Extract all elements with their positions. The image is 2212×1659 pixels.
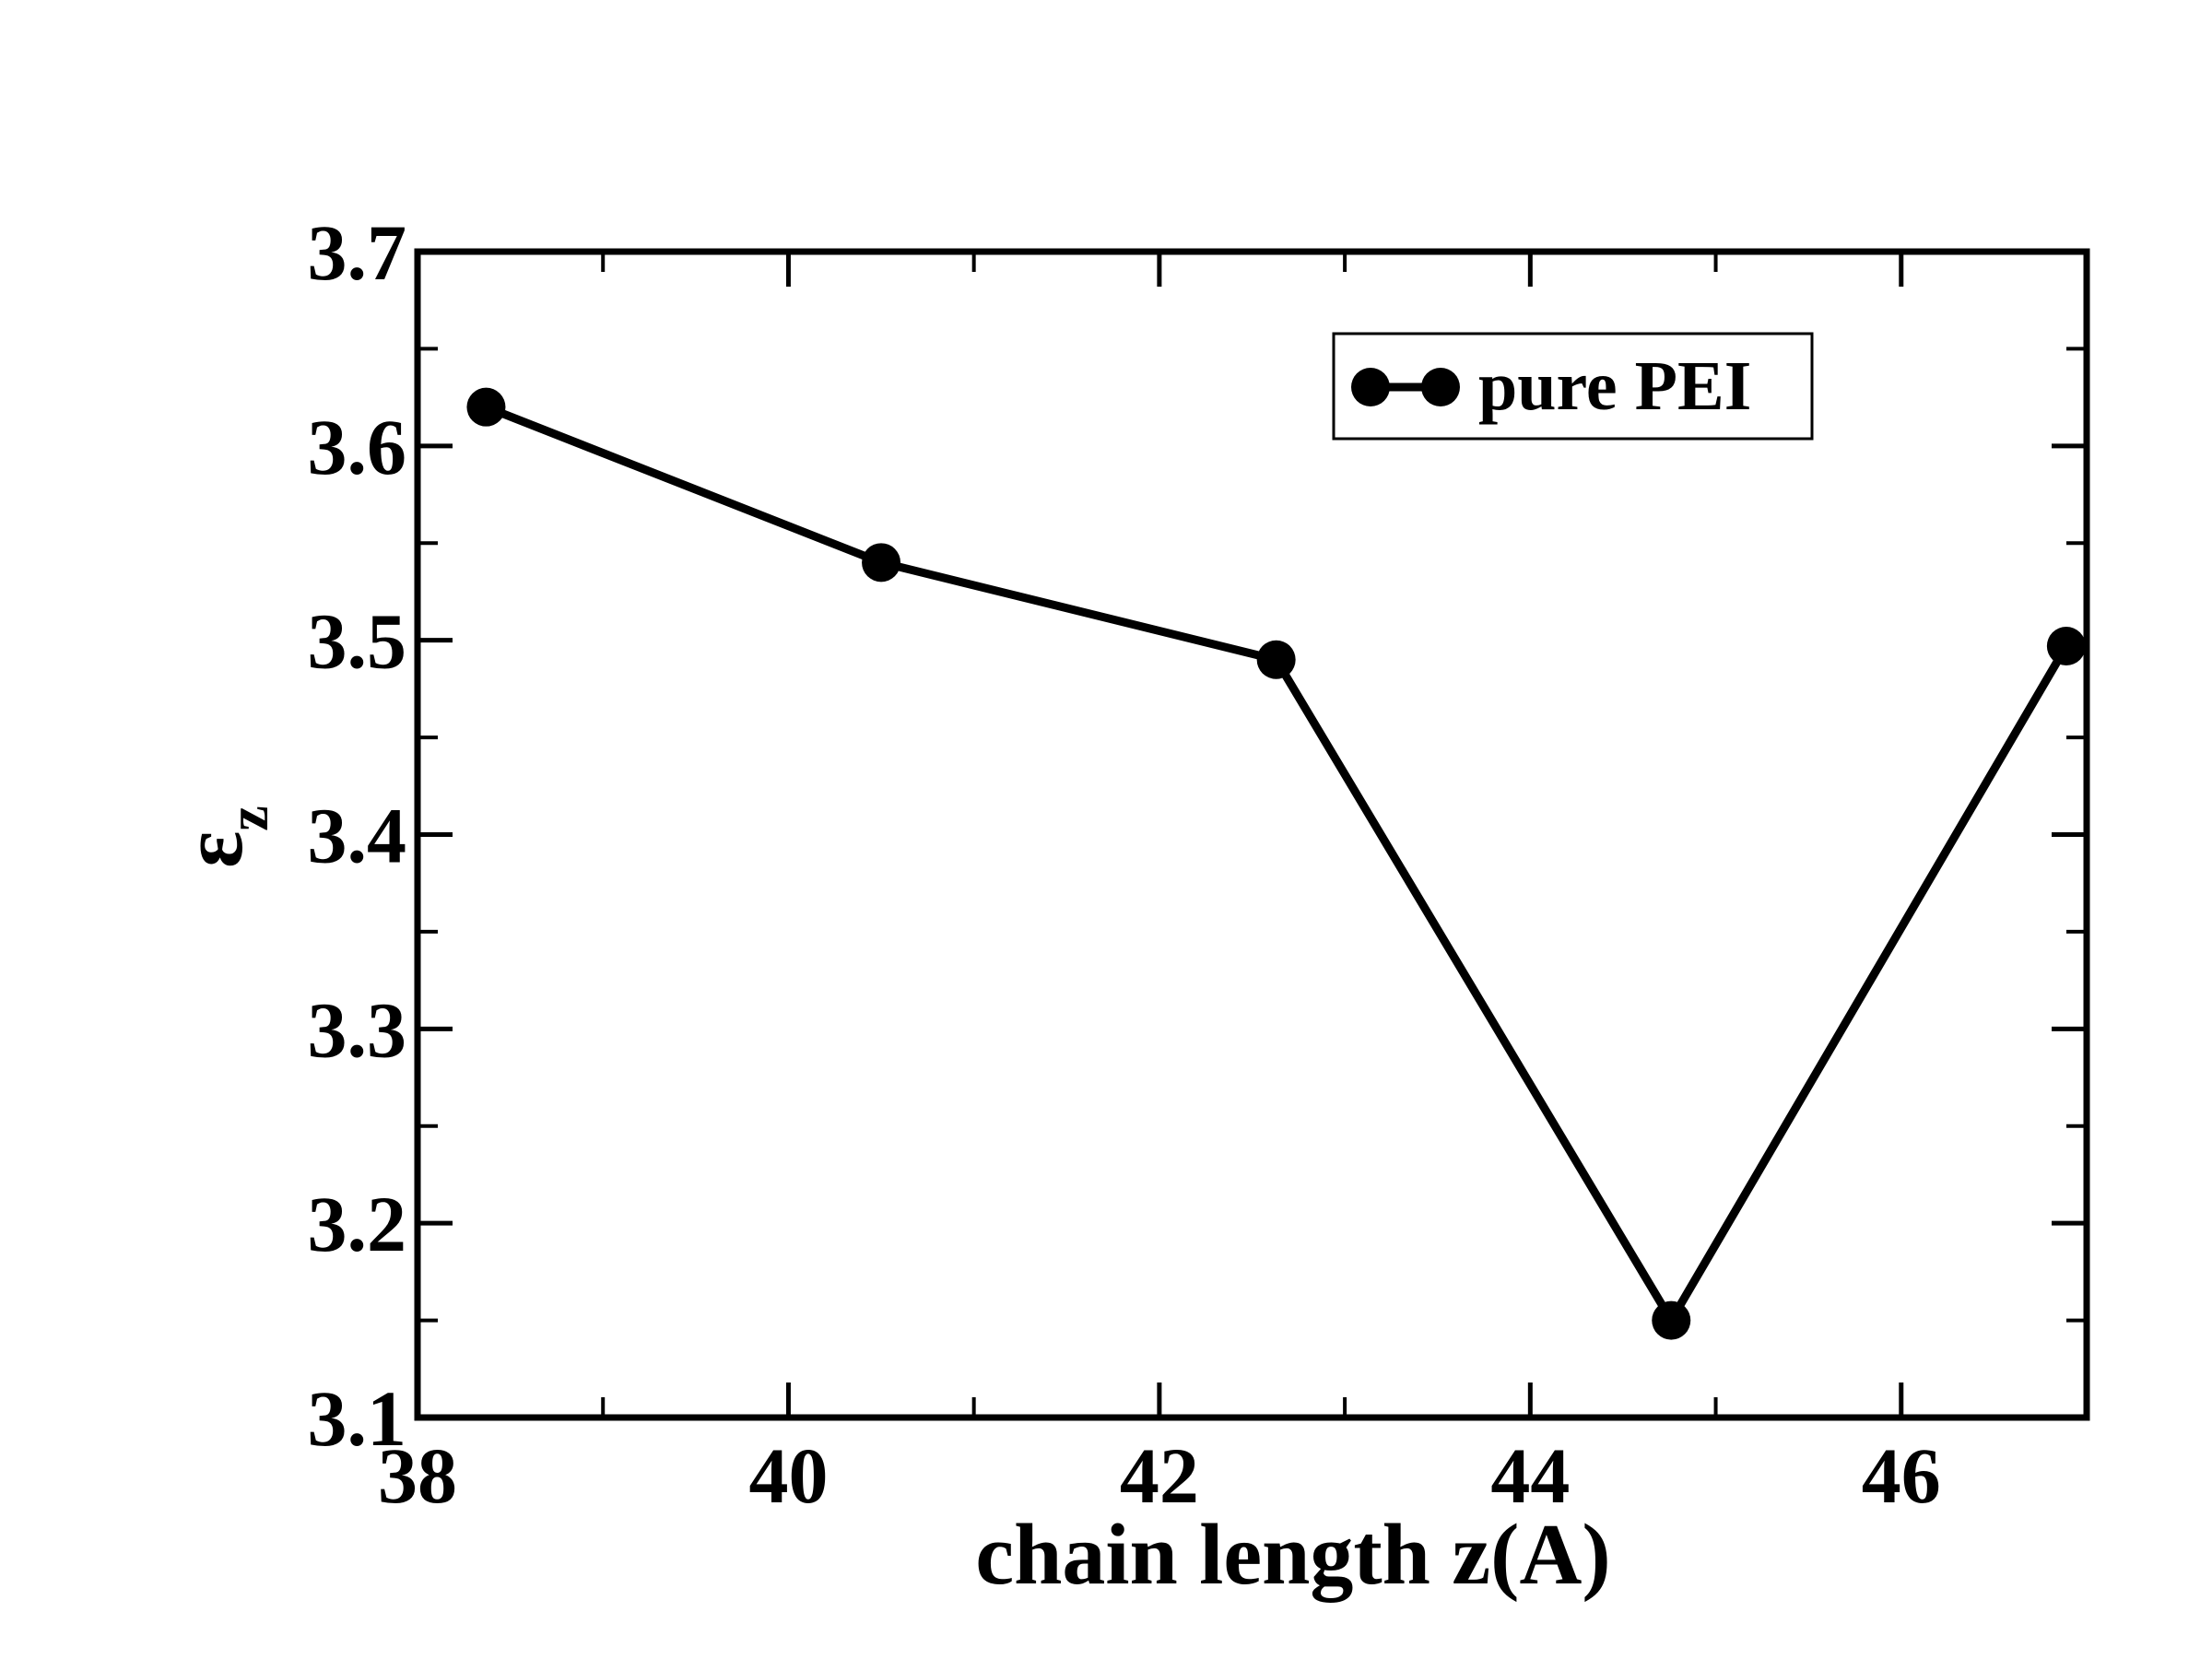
y-axis-title: εz: [165, 806, 280, 868]
x-tick-label: 46: [1862, 1431, 1941, 1520]
y-tick-label: 3.6: [308, 403, 407, 491]
x-axis-title: chain length z(A): [975, 1507, 1610, 1603]
data-point: [862, 543, 901, 582]
plot-frame: [414, 248, 2090, 1421]
x-tick-label: 44: [1490, 1431, 1570, 1520]
x-tick-label: 42: [1120, 1431, 1199, 1520]
y-tick-label: 3.2: [308, 1180, 407, 1268]
legend-box: [1332, 332, 1814, 441]
data-point: [2046, 626, 2086, 665]
y-tick-label: 3.3: [308, 985, 407, 1074]
data-point: [1652, 1300, 1691, 1340]
data-point: [466, 387, 506, 427]
major-ticks: [415, 249, 2087, 1420]
series-markers: [466, 387, 2086, 1340]
legend-entry-label: pure PEI: [1478, 347, 1751, 425]
minor-ticks: [418, 252, 2087, 1418]
y-tick-label: 3.7: [308, 208, 407, 297]
y-axis-subscript: z: [218, 806, 280, 831]
legend-marker: [1421, 368, 1460, 406]
x-tick-label: 40: [748, 1431, 828, 1520]
y-tick-label: 3.1: [308, 1374, 407, 1463]
legend-marker: [1351, 368, 1390, 406]
y-tick-label: 3.4: [308, 792, 407, 880]
y-tick-label: 3.5: [308, 597, 407, 686]
x-tick-label: 38: [378, 1431, 457, 1520]
tick-labels: 38 40 42 44 46 3.1 3.2 3.3 3.4 3.5 3.6 3.7: [308, 208, 1941, 1520]
data-point: [1256, 640, 1296, 679]
y-axis-symbol: ε: [165, 831, 261, 868]
y-axis-title-label: εz: [165, 806, 280, 868]
legend: pure PEI: [1332, 332, 1814, 441]
series-line-pure-pei: [484, 403, 2070, 1325]
